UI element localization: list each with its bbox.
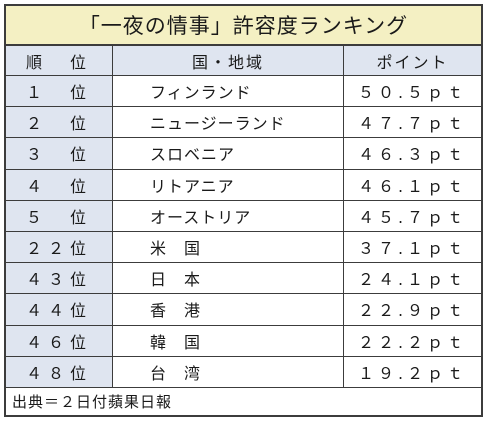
rank-cell: ４４位 [6,294,113,325]
points-cell: ４６.１ｐｔ [357,176,468,196]
source-note: 出典＝２日付蘋果日報 [12,392,173,411]
rank-cell: ２２位 [6,231,113,263]
table-row: ２２位米 国 ３７.１ｐｔ [6,231,481,264]
table-row: １ 位フィンランド ５０.５ｐｔ [6,76,481,108]
rank-cell: ４６位 [6,325,113,356]
points-cell: ４７.７ｐｔ [357,114,468,134]
country-cell: リトアニア [113,169,344,200]
points-cell: ２２.２ｐｔ [357,332,468,352]
ranking-table: 「一夜の情事」許容度ランキング 順 位 国・地域 ポイント １ 位フィンランド ５… [4,4,483,417]
rank-cell: １ 位 [6,76,113,107]
header-rank: 順 位 [6,46,113,75]
country-cell: 韓 国 [113,325,344,356]
country-cell: フィンランド [113,76,344,107]
country-cell: 米 国 [113,231,344,263]
table-row: ２ 位ニュージーランド ４７.７ｐｔ [6,107,481,139]
rank-cell: ３ 位 [6,138,113,169]
points-cell: ３７.１ｐｔ [357,239,468,259]
rank-cell: ４ 位 [6,169,113,200]
table-body: １ 位フィンランド ５０.５ｐｔ ２ 位ニュージーランド ４７.７ｐｔ ３ 位スロベニア… [6,76,481,388]
table-row: ４４位香 港 ２２.９ｐｔ [6,294,481,326]
table-row: ４８位台 湾 １９.２ｐｔ [6,356,481,388]
table-row: ４６位韓 国 ２２.２ｐｔ [6,325,481,357]
table-row: ４３位日 本 ２４.１ｐｔ [6,263,481,295]
rank-cell: ４３位 [6,263,113,294]
table-row: ３ 位スロベニア ４６.３ｐｔ [6,138,481,170]
header-country: 国・地域 [113,46,344,75]
points-cell: ５０.５ｐｔ [357,83,468,103]
points-cell: ２４.１ｐｔ [357,270,468,290]
country-cell: オーストリア [113,200,344,231]
points-cell: ４５.７ｐｔ [357,207,468,227]
rank-cell: ２ 位 [6,107,113,138]
points-cell: ２２.９ｐｔ [357,301,468,321]
country-cell: スロベニア [113,138,344,169]
points-cell: １９.２ｐｔ [357,363,468,383]
table-title: 「一夜の情事」許容度ランキング [6,6,481,46]
rank-cell: ４８位 [6,356,113,387]
country-cell: 日 本 [113,263,344,294]
header-points: ポイント [376,52,449,72]
country-cell: 香 港 [113,294,344,325]
points-cell: ４６.３ｐｔ [357,145,468,165]
country-cell: 台 湾 [113,356,344,387]
table-row: ４ 位リトアニア ４６.１ｐｔ [6,169,481,201]
header-row: 順 位 国・地域 ポイント [6,46,481,76]
rank-cell: ５ 位 [6,200,113,231]
country-cell: ニュージーランド [113,107,344,138]
table-row: ５ 位オーストリア ４５.７ｐｔ [6,200,481,232]
